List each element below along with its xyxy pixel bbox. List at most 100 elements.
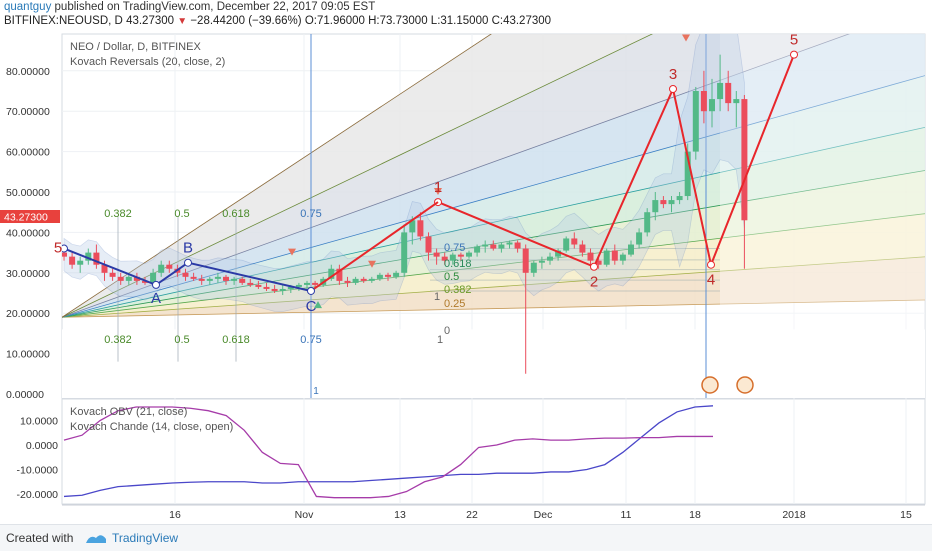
fan-label-top: 0.618 bbox=[222, 208, 250, 220]
candle-body bbox=[239, 278, 246, 283]
candle-body bbox=[77, 260, 84, 265]
candle-body bbox=[676, 196, 683, 201]
indicator-lines bbox=[63, 405, 714, 499]
retracement-label: 0.25 bbox=[444, 298, 465, 310]
y-tick-label: 60.00000 bbox=[6, 147, 50, 159]
retracement-label: 1 bbox=[434, 291, 440, 303]
wave-point bbox=[669, 84, 677, 93]
x-tick-label: 13 bbox=[394, 509, 406, 521]
candle-body bbox=[733, 99, 740, 104]
flag-icons[interactable] bbox=[701, 376, 754, 394]
high-label: H: bbox=[368, 15, 380, 27]
candle-body bbox=[393, 272, 400, 277]
candle-body bbox=[417, 220, 424, 237]
candle-body bbox=[385, 274, 391, 277]
fan-line bbox=[62, 299, 925, 318]
candle-body bbox=[611, 250, 618, 261]
y-tick-label: 50.00000 bbox=[6, 187, 50, 199]
candle-body bbox=[725, 82, 732, 104]
candle-body bbox=[287, 286, 294, 289]
candle-body bbox=[360, 278, 367, 281]
candle-body bbox=[69, 256, 76, 265]
flag-icon[interactable] bbox=[701, 376, 719, 394]
x-tick-label: 2018 bbox=[782, 509, 806, 521]
candle-body bbox=[328, 268, 335, 279]
candle-body bbox=[231, 278, 238, 281]
candle-body bbox=[312, 282, 319, 285]
correction-label: 5 bbox=[54, 240, 62, 257]
candle-body bbox=[490, 244, 497, 249]
candle-body bbox=[344, 280, 351, 283]
sub-y-tick-label: -20.0000 bbox=[17, 489, 59, 501]
fan-line bbox=[62, 34, 850, 318]
x-tick-label: Nov bbox=[295, 509, 314, 521]
sub-y-tick-label: 10.0000 bbox=[20, 416, 58, 428]
candle-body bbox=[109, 272, 116, 277]
correction-point bbox=[152, 280, 160, 289]
footer: Created with TradingView bbox=[0, 524, 932, 551]
fan-line bbox=[62, 213, 925, 318]
author-link[interactable]: quantguy bbox=[4, 1, 52, 13]
candle-body bbox=[619, 254, 626, 261]
correction-label: B bbox=[183, 240, 193, 257]
candle-body bbox=[555, 250, 562, 257]
x-tick-label: 18 bbox=[689, 509, 701, 521]
candle-body bbox=[457, 254, 464, 257]
y-tick-label: 70.00000 bbox=[6, 106, 50, 118]
fan-label-bottom: 0.5 bbox=[174, 334, 189, 346]
chande-line bbox=[63, 406, 713, 499]
y-tick-label: 80.00000 bbox=[6, 66, 50, 78]
candle-body bbox=[482, 244, 489, 247]
flag-icon[interactable] bbox=[736, 376, 754, 394]
marker-label: 1 bbox=[313, 386, 319, 397]
candle-body bbox=[684, 151, 691, 197]
x-tick-label: 15 bbox=[900, 509, 912, 521]
indicator-pane[interactable] bbox=[61, 398, 926, 505]
sub-y-tick-label: -10.0000 bbox=[17, 465, 59, 477]
candle-body bbox=[579, 244, 586, 253]
reversal-down-icon bbox=[288, 248, 296, 256]
fan-line bbox=[62, 256, 925, 318]
wave-label: 3 bbox=[669, 66, 677, 83]
candle-body bbox=[166, 264, 173, 269]
fan-label-top: 0.382 bbox=[104, 208, 132, 220]
price-badge bbox=[0, 210, 60, 223]
sub-y-tick-label: 0.0000 bbox=[26, 440, 58, 452]
candle-body bbox=[376, 274, 383, 279]
legend-indicator: Kovach Reversals (20, close, 2) bbox=[70, 56, 225, 68]
candle-body bbox=[571, 238, 578, 245]
close-label: C: bbox=[491, 15, 504, 27]
y-tick-label: 20.00000 bbox=[6, 308, 50, 320]
correction-point bbox=[184, 258, 192, 267]
retracement-label: 0.618 bbox=[444, 258, 472, 270]
candle-body bbox=[117, 276, 124, 281]
fan-line bbox=[62, 75, 925, 318]
close-value: 43.27300 bbox=[503, 15, 552, 27]
correction-wave-line bbox=[63, 247, 312, 292]
candle-body bbox=[255, 284, 262, 287]
candle-body bbox=[466, 252, 472, 257]
candle-body bbox=[628, 244, 634, 255]
candle-body bbox=[223, 276, 229, 281]
reversal-down-icon bbox=[434, 188, 442, 195]
candle-body bbox=[352, 278, 359, 283]
candle-body bbox=[304, 282, 310, 285]
candle-body bbox=[85, 252, 92, 261]
candle-body bbox=[530, 262, 537, 273]
created-with-label: Created with bbox=[6, 531, 74, 545]
candle-body bbox=[409, 220, 416, 233]
fan-label-bottom: 0.75 bbox=[300, 334, 321, 346]
wave-point bbox=[790, 50, 798, 59]
down-triangle-icon: ▼ bbox=[177, 16, 188, 27]
candle-body bbox=[595, 260, 602, 265]
candles bbox=[62, 54, 748, 374]
wave-point bbox=[707, 260, 715, 269]
fan-label-bottom: 0.382 bbox=[104, 334, 132, 346]
wave-lines bbox=[62, 34, 798, 309]
legend-chande: Kovach Chande (14, close, open) bbox=[70, 421, 233, 433]
tradingview-link[interactable]: TradingView bbox=[112, 531, 179, 545]
candle-body bbox=[433, 252, 440, 257]
candle-body bbox=[271, 288, 278, 291]
